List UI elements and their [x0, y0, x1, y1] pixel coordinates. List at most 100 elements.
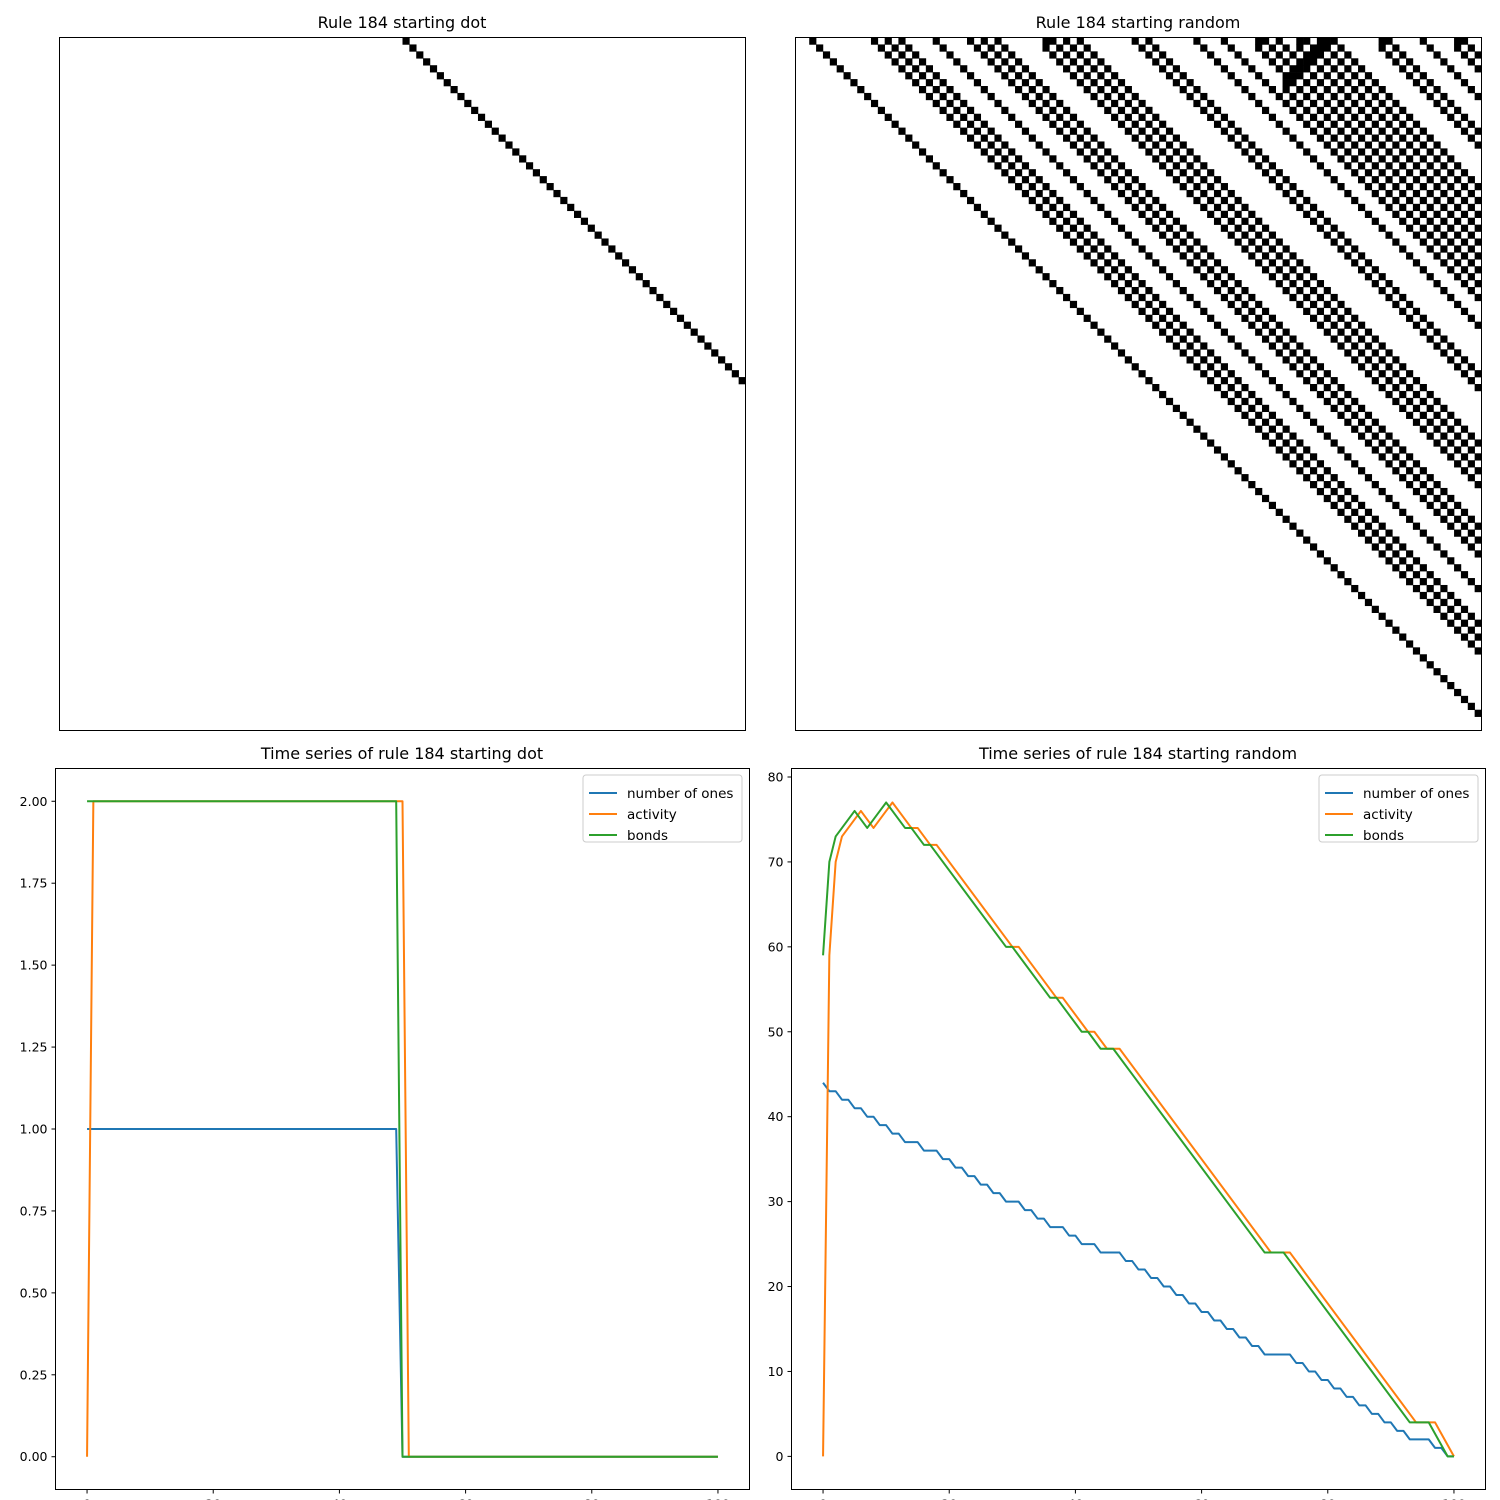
heatmap-cell — [1385, 106, 1393, 115]
heatmap-cell — [1083, 155, 1091, 163]
heatmap-cell — [1385, 120, 1393, 128]
heatmap-cell — [1419, 155, 1427, 163]
heatmap-cell — [1358, 162, 1366, 170]
heatmap-cell — [1392, 536, 1400, 544]
heatmap-cell — [1426, 404, 1434, 413]
heatmap-cell — [1337, 245, 1345, 253]
heatmap-cell — [1049, 106, 1057, 115]
heatmap-cell — [1406, 515, 1414, 523]
heatmap-cell — [1207, 99, 1215, 108]
heatmap-cell — [1193, 349, 1201, 357]
heatmap-cell — [1467, 217, 1475, 225]
heatmap-cell — [1385, 363, 1393, 371]
heatmap-cell — [967, 37, 975, 45]
heatmap-cell — [1165, 224, 1174, 232]
heatmap-cell — [1316, 37, 1325, 45]
heatmap-cell — [1152, 259, 1160, 267]
heatmap-cell — [1124, 356, 1132, 364]
heatmap-cell — [1412, 474, 1421, 482]
heatmap-cell — [1426, 487, 1434, 496]
heatmap-cell — [1207, 252, 1215, 260]
heatmap-cell — [711, 349, 719, 357]
heatmap-cell — [1193, 99, 1201, 108]
heatmap-cell — [1337, 328, 1345, 336]
heatmap-cell — [1241, 349, 1249, 357]
heatmap-cell — [1454, 300, 1462, 309]
heatmap-cell — [1117, 349, 1126, 357]
heatmap-cell — [1227, 231, 1235, 239]
heatmap-cell — [1234, 141, 1242, 149]
heatmap-cell — [1467, 245, 1475, 253]
heatmap-cell — [1412, 120, 1421, 128]
heatmap-cell — [994, 148, 1002, 156]
heatmap-cell — [1186, 259, 1194, 267]
heatmap-cell — [416, 51, 424, 59]
heatmap-cell — [1433, 252, 1441, 260]
heatmap-cell — [967, 196, 975, 205]
heatmap-cell — [1426, 44, 1434, 52]
heatmap-cell — [1474, 210, 1482, 218]
heatmap-cell — [1351, 314, 1359, 322]
heatmap-cell — [1460, 113, 1469, 121]
heatmap-cell — [1330, 37, 1338, 45]
heatmap-cell — [1234, 280, 1242, 288]
heatmap-cell — [1323, 86, 1331, 94]
heatmap-cell — [1454, 460, 1462, 468]
heatmap-cell — [1433, 196, 1441, 205]
x-tick-label: 40 — [1067, 1497, 1083, 1500]
heatmap-cell — [1076, 245, 1084, 253]
heatmap-cell — [1145, 189, 1153, 198]
heatmap-cell — [877, 106, 885, 115]
heatmap-cell — [1159, 231, 1167, 239]
heatmap-cell — [1447, 522, 1455, 530]
y-tick-label: 0.50 — [20, 1285, 48, 1300]
heatmap-cell — [1454, 626, 1462, 634]
heatmap-cell — [1447, 65, 1455, 73]
heatmap-cell — [1433, 668, 1441, 676]
heatmap-cell — [1412, 231, 1421, 239]
heatmap-cell — [1124, 127, 1132, 135]
heatmap-cell — [1467, 578, 1475, 586]
heatmap-cell — [1406, 141, 1414, 149]
heatmap-cell — [1460, 619, 1469, 627]
heatmap-cell — [1392, 356, 1400, 364]
heatmap-cell — [1447, 605, 1455, 613]
heatmap-cell — [1056, 127, 1064, 135]
heatmap-cell — [1069, 141, 1078, 149]
heatmap-cell — [1337, 300, 1345, 309]
heatmap-cell — [1172, 162, 1180, 170]
heatmap-cell — [1200, 259, 1208, 267]
heatmap-cell — [1412, 647, 1421, 655]
x-tick-label: 20 — [941, 1497, 957, 1500]
heatmap-cell — [1440, 203, 1448, 212]
heatmap-cell — [1419, 238, 1427, 246]
heatmap-cell — [1227, 300, 1235, 309]
heatmap-cell — [1193, 37, 1201, 45]
heatmap-cell — [1406, 113, 1414, 121]
heatmap-cell — [1344, 487, 1352, 496]
heatmap-cell — [1406, 453, 1414, 461]
heatmap-cell — [1145, 252, 1153, 260]
heatmap-cell — [1440, 335, 1448, 343]
heatmap-cell — [1419, 314, 1427, 322]
heatmap-cell — [1447, 619, 1455, 627]
heatmap-cell — [676, 314, 685, 322]
heatmap-cell — [1015, 72, 1023, 80]
heatmap-cell — [1282, 99, 1290, 108]
heatmap-cell — [1316, 44, 1325, 52]
heatmap-cell — [1165, 155, 1174, 163]
heatmap-cell — [635, 273, 643, 281]
heatmap-cell — [1255, 72, 1263, 80]
heatmap-cell — [918, 72, 927, 80]
heatmap-cell — [1344, 404, 1352, 413]
heatmap-cell — [1460, 79, 1469, 87]
heatmap-cell — [939, 106, 947, 115]
heatmap-cell — [1406, 210, 1414, 218]
heatmap-cell — [1433, 543, 1441, 551]
y-tick-label: 80 — [768, 769, 784, 784]
heatmap-cell — [1371, 529, 1379, 537]
heatmap-cell — [1454, 501, 1462, 510]
heatmap-cell — [994, 65, 1002, 73]
heatmap-cell — [1117, 162, 1126, 170]
heatmap-cell — [1207, 210, 1215, 218]
